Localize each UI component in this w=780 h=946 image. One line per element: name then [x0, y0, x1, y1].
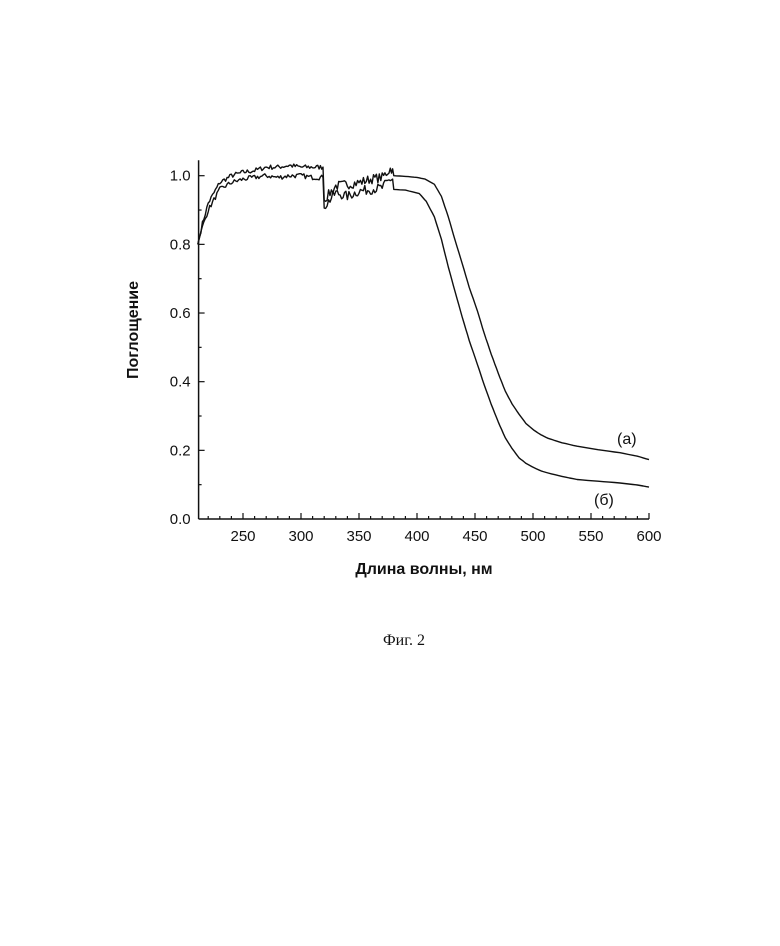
y-tick-label: 0.0: [170, 511, 191, 528]
x-tick-label: 600: [636, 528, 661, 545]
y-tick-label: 0.4: [170, 374, 191, 391]
figure-caption: Фиг. 2: [383, 632, 425, 649]
axes: [197, 160, 649, 520]
series-line-a: [197, 163, 650, 461]
y-tick-label: 1.0: [170, 168, 191, 185]
series-line-b: [197, 172, 650, 488]
series-label-a: (a): [617, 431, 637, 448]
x-tick-label: 450: [462, 528, 487, 545]
y-axis-label: Поглощение: [125, 281, 142, 379]
x-tick-label: 250: [230, 528, 255, 545]
x-tick-label: 500: [520, 528, 545, 545]
y-tick-label: 0.2: [170, 442, 191, 459]
x-tick-label: 400: [404, 528, 429, 545]
ticks: 250 300 350 400 450 500 550 600 0.0 0.2 0.4 0.6 0.8 1…: [170, 168, 662, 545]
x-tick-label: 350: [346, 528, 371, 545]
y-tick-label: 0.8: [170, 236, 191, 253]
series-label-b: (б): [594, 492, 614, 509]
x-tick-label: 300: [288, 528, 313, 545]
x-tick-label: 550: [578, 528, 603, 545]
y-tick-label: 0.6: [170, 305, 191, 322]
series-lines: [197, 163, 650, 488]
x-axis-label: Длина волны, нм: [355, 561, 492, 578]
